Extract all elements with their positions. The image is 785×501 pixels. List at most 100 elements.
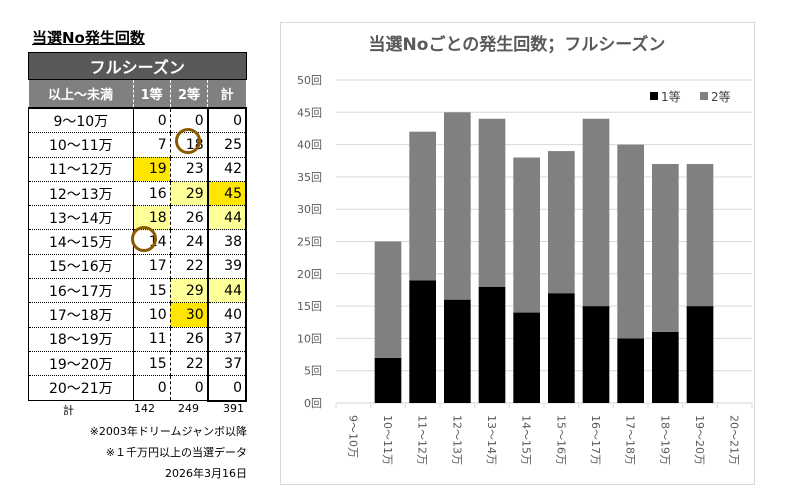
table-row: 18～19万 11 26 37 bbox=[28, 327, 248, 352]
circle-mark bbox=[175, 128, 201, 154]
legend-swatch-1 bbox=[650, 92, 658, 100]
table-row: 11～12万 19 23 42 bbox=[28, 157, 248, 182]
cell-first: 15 bbox=[133, 278, 171, 304]
cell-range: 20～21万 bbox=[28, 375, 134, 402]
bar-1-3 bbox=[444, 299, 471, 403]
y-tick-label: 20回 bbox=[297, 268, 322, 281]
bar-1-4 bbox=[478, 286, 506, 403]
cell-range: 19～20万 bbox=[28, 351, 134, 377]
cell-first: 16 bbox=[133, 181, 171, 207]
table-row: 13～14万 18 26 44 bbox=[28, 205, 248, 231]
table-row: 12～13万 16 29 45 bbox=[28, 181, 248, 207]
cell-total: 0 bbox=[206, 375, 248, 402]
y-tick-label: 40回 bbox=[297, 139, 322, 152]
legend-label-1: 1等 bbox=[661, 90, 681, 104]
legend-swatch-2 bbox=[700, 92, 708, 100]
cell-range: 14～15万 bbox=[28, 229, 134, 255]
bar-2-6 bbox=[548, 151, 575, 294]
bar-1-8 bbox=[617, 338, 644, 403]
y-tick-label: 30回 bbox=[297, 203, 322, 216]
cell-second: 23 bbox=[170, 157, 209, 182]
bar-1-10 bbox=[686, 306, 714, 403]
x-tick-label: 13～14万 bbox=[485, 415, 498, 465]
cell-total: 25 bbox=[206, 132, 248, 158]
circle-mark bbox=[131, 226, 157, 252]
cell-total: 45 bbox=[206, 181, 248, 207]
cell-range: 16～17万 bbox=[28, 278, 134, 304]
cell-range: 10～11万 bbox=[28, 132, 134, 158]
cell-first: 11 bbox=[133, 327, 171, 352]
cell-range: 15～16万 bbox=[28, 254, 134, 280]
bar-2-4 bbox=[478, 118, 506, 287]
x-tick-label: 18～19万 bbox=[658, 415, 671, 465]
x-tick-label: 16～17万 bbox=[589, 415, 602, 465]
x-tick-label: 9～10万 bbox=[346, 415, 359, 458]
chart-title: 当選Noごとの発生回数；フルシーズン bbox=[369, 34, 666, 55]
x-tick-label: 11～12万 bbox=[416, 415, 429, 465]
table-row: 15～16万 17 22 39 bbox=[28, 254, 248, 280]
col-total: 計 bbox=[207, 79, 246, 109]
cell-first: 18 bbox=[133, 205, 171, 231]
y-tick-label: 45回 bbox=[297, 106, 322, 119]
bar-2-8 bbox=[617, 144, 644, 339]
cell-total: 0 bbox=[206, 108, 248, 134]
x-tick-label: 15～16万 bbox=[554, 415, 567, 465]
table-row: 19～20万 15 22 37 bbox=[28, 351, 248, 377]
cell-second: 26 bbox=[170, 327, 209, 352]
cell-second: 22 bbox=[170, 351, 209, 377]
footer-first: 142 bbox=[134, 402, 155, 415]
cell-total: 39 bbox=[206, 254, 248, 280]
cell-second: 30 bbox=[170, 302, 209, 328]
bar-2-9 bbox=[652, 163, 679, 332]
cell-first: 15 bbox=[133, 351, 171, 377]
bar-1-2 bbox=[409, 280, 436, 403]
table-footer: 計 142 249 391 ※2003年ドリームジャンボ以降 ※１千万円以上の当… bbox=[28, 402, 247, 481]
table-header: フルシーズン bbox=[28, 52, 247, 80]
cell-second: 0 bbox=[170, 375, 209, 402]
chart-frame bbox=[280, 22, 755, 485]
x-tick-label: 19～20万 bbox=[693, 415, 706, 465]
bar-2-5 bbox=[513, 157, 540, 313]
bar-1-5 bbox=[513, 312, 540, 403]
footer-second: 249 bbox=[178, 402, 199, 415]
bar-1-7 bbox=[582, 306, 610, 403]
cell-total: 40 bbox=[206, 302, 248, 328]
col-range: 以上～未満 bbox=[28, 79, 134, 109]
cell-total: 37 bbox=[206, 327, 248, 352]
bar-1-6 bbox=[548, 293, 575, 403]
bar-2-3 bbox=[444, 112, 471, 300]
cell-total: 42 bbox=[206, 157, 248, 182]
cell-second: 24 bbox=[170, 229, 209, 255]
table-row: 17～18万 10 30 40 bbox=[28, 302, 248, 328]
y-tick-label: 15回 bbox=[297, 300, 322, 313]
legend-label-2: 2等 bbox=[711, 90, 731, 104]
cell-first: 0 bbox=[133, 108, 171, 134]
cell-second: 29 bbox=[170, 278, 209, 304]
x-tick-label: 20～21万 bbox=[728, 415, 741, 465]
table-row: 9～10万 0 0 0 bbox=[28, 108, 248, 134]
cell-second: 26 bbox=[170, 205, 209, 231]
bar-1-9 bbox=[652, 331, 679, 403]
cell-range: 11～12万 bbox=[28, 157, 134, 182]
cell-first: 17 bbox=[133, 254, 171, 280]
table-row: 16～17万 15 29 44 bbox=[28, 278, 248, 304]
x-tick-label: 14～15万 bbox=[520, 415, 533, 465]
y-tick-label: 0回 bbox=[304, 397, 322, 410]
note: 2026年3月16日 bbox=[165, 467, 247, 480]
x-tick-label: 12～13万 bbox=[450, 415, 463, 465]
cell-second: 29 bbox=[170, 181, 209, 207]
cell-first: 19 bbox=[133, 157, 171, 182]
cell-range: 12～13万 bbox=[28, 181, 134, 207]
bar-1-1 bbox=[374, 357, 402, 403]
y-tick-label: 25回 bbox=[297, 236, 322, 249]
cell-total: 37 bbox=[206, 351, 248, 377]
note: ※2003年ドリームジャンボ以降 bbox=[89, 425, 247, 438]
cell-first: 7 bbox=[133, 132, 171, 158]
cell-total: 44 bbox=[206, 278, 248, 304]
cell-first: 10 bbox=[133, 302, 171, 328]
footer-total: 391 bbox=[223, 402, 244, 415]
footer-label: 計 bbox=[63, 404, 74, 417]
cell-first: 0 bbox=[133, 375, 171, 402]
cell-range: 9～10万 bbox=[28, 108, 134, 134]
